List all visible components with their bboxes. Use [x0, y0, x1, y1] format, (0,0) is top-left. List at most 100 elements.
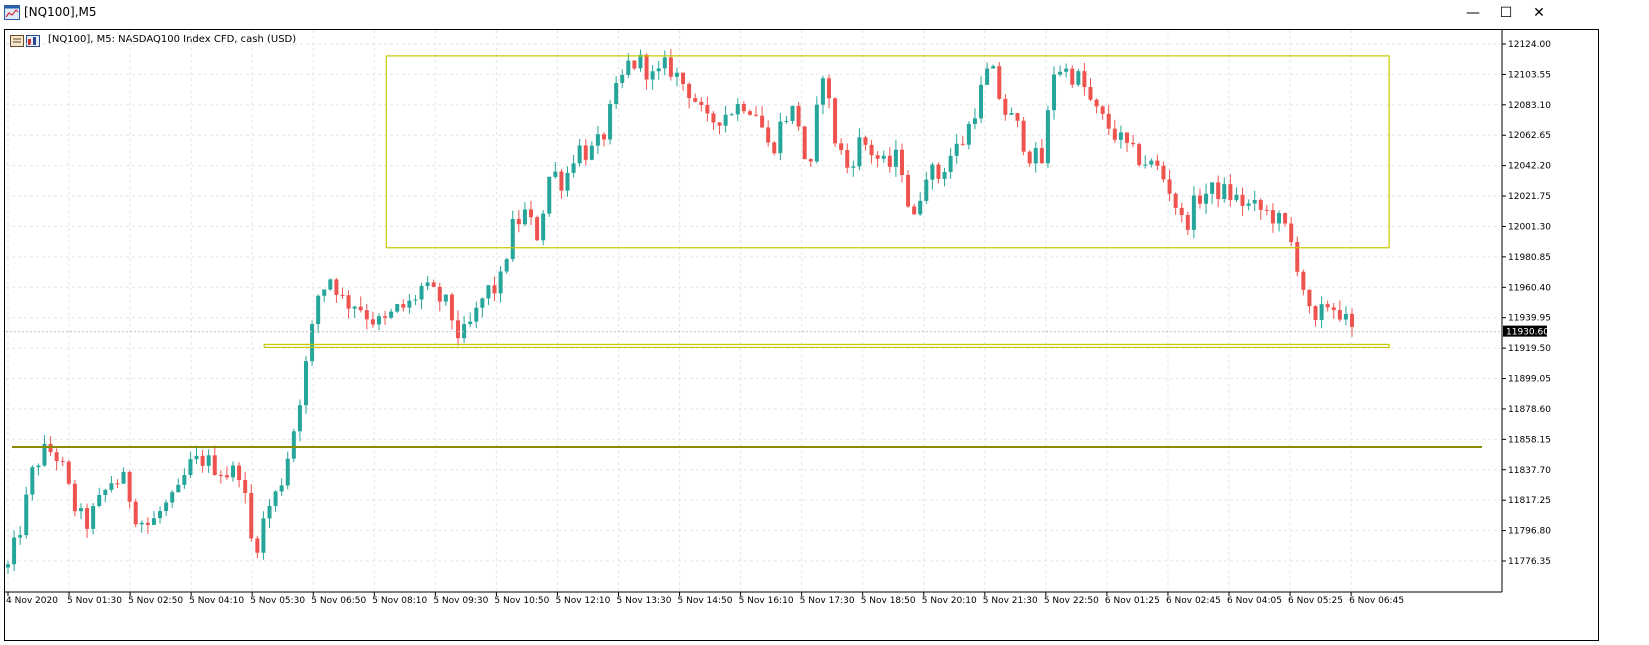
time-tick-label: 5 Nov 01:30	[67, 596, 122, 606]
candles	[6, 49, 1354, 575]
candle-bull	[924, 179, 929, 201]
time-tick-label: 6 Nov 02:45	[1166, 596, 1221, 606]
candle-bear	[906, 174, 911, 207]
candle-bear	[1179, 207, 1184, 216]
time-tick-label: 5 Nov 18:50	[861, 596, 916, 606]
candle-bear	[601, 134, 606, 140]
candle-bull	[18, 535, 23, 538]
candle-bull	[407, 300, 412, 308]
candle-bull	[468, 321, 473, 325]
candle-bear	[1325, 304, 1330, 308]
candle-bear	[54, 452, 59, 462]
candle-bull	[389, 311, 394, 318]
candle-bull	[1058, 71, 1063, 75]
candle-bull	[814, 104, 819, 162]
candle-bear	[887, 155, 892, 167]
price-tick-label: 11796.80	[1508, 527, 1551, 537]
candle-bear	[997, 66, 1002, 99]
candle-bear	[1003, 98, 1008, 115]
candle-bull	[930, 164, 935, 180]
candle-bull	[170, 492, 175, 503]
price-tick-label: 12001.30	[1508, 222, 1551, 232]
candle-bull	[991, 66, 996, 69]
candle-bear	[516, 219, 521, 225]
candle-bear	[456, 320, 461, 339]
candle-bear	[249, 492, 254, 539]
candle-bear	[1027, 151, 1032, 164]
price-tick-label: 11899.05	[1508, 375, 1551, 385]
candle-bull	[595, 134, 600, 146]
candle-bull	[182, 474, 187, 485]
window-titlebar: [NQ100],M5 — ☐ ✕	[0, 0, 1649, 26]
candle-bear	[1015, 113, 1020, 121]
candle-bear	[754, 114, 759, 116]
candle-bear	[826, 78, 831, 99]
candle-bear	[808, 159, 813, 162]
candle-bull	[176, 484, 181, 493]
price-tick-label: 11980.85	[1508, 253, 1551, 263]
candle-bear	[681, 72, 686, 84]
candle-bull	[322, 289, 327, 296]
candle-bull	[109, 483, 114, 490]
candle-bull	[972, 118, 977, 124]
candle-bear	[1112, 128, 1117, 140]
price-tick-label: 11776.35	[1508, 557, 1551, 567]
candle-bear	[370, 319, 375, 325]
candle-bear	[401, 304, 406, 308]
candle-bull	[139, 522, 144, 525]
price-tick-label: 12021.75	[1508, 192, 1551, 202]
candle-bear	[845, 150, 850, 168]
candle-bear	[1283, 213, 1288, 224]
candle-bull	[553, 171, 558, 177]
candle-bull	[790, 105, 795, 122]
candle-bear	[1295, 241, 1300, 272]
time-tick-label: 5 Nov 17:30	[800, 596, 855, 606]
candle-bear	[340, 294, 345, 296]
candle-bull	[510, 219, 515, 260]
candle-bear	[741, 104, 746, 112]
candle-bull	[1204, 193, 1209, 204]
candle-bull	[121, 471, 126, 484]
close-button[interactable]: ✕	[1533, 5, 1545, 21]
candle-bear	[693, 98, 698, 102]
candle-bear	[1331, 307, 1336, 311]
candle-bull	[24, 494, 29, 536]
candle-bull	[893, 149, 898, 167]
candle-bull	[662, 57, 667, 69]
candle-bull	[498, 271, 503, 294]
candle-bear	[431, 282, 436, 287]
candle-bear	[535, 217, 540, 241]
minimize-button[interactable]: —	[1466, 5, 1480, 21]
time-tick-label: 4 Nov 2020	[6, 596, 58, 606]
window-title: [NQ100],M5	[24, 5, 97, 19]
candle-bull	[486, 285, 491, 299]
candle-bear	[200, 455, 205, 466]
maximize-button[interactable]: ☐	[1499, 5, 1513, 21]
chart-grid	[6, 30, 1500, 592]
candle-bull	[310, 324, 315, 362]
time-tick-label: 5 Nov 13:30	[617, 596, 672, 606]
candle-bear	[1173, 193, 1178, 208]
candle-bull	[1222, 184, 1227, 200]
candle-bull	[1118, 132, 1123, 140]
rectangle-drawing	[263, 343, 1390, 348]
candle-bull	[316, 295, 321, 325]
candle-bear	[1161, 165, 1166, 180]
candle-bear	[1270, 210, 1275, 224]
candle-bear	[766, 127, 771, 143]
candle-bull	[1277, 213, 1282, 224]
time-tick-label: 5 Nov 06:50	[311, 596, 366, 606]
time-tick-label: 5 Nov 05:30	[250, 596, 305, 606]
candle-bull	[231, 465, 236, 478]
candle-bear	[212, 455, 217, 475]
price-tick-label: 12062.65	[1508, 131, 1551, 141]
price-tick-label: 11837.70	[1508, 466, 1551, 476]
candle-bear	[705, 104, 710, 114]
candle-bull	[273, 491, 278, 506]
candle-bull	[78, 508, 83, 512]
current-price-tag	[1503, 325, 1547, 337]
candle-bull	[650, 71, 655, 80]
candle-bull	[1064, 68, 1069, 72]
candle-bull	[267, 505, 272, 519]
